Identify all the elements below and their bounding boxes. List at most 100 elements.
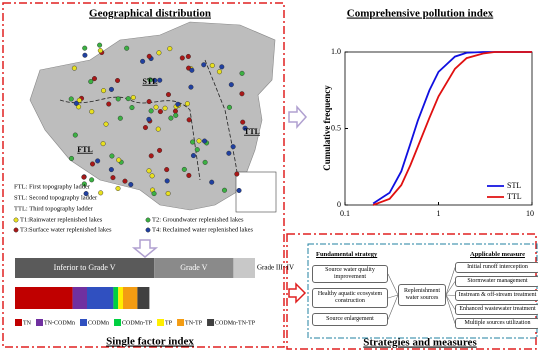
grade-bar — [233, 258, 255, 278]
measure-box: Enhanced wastewater treatment — [455, 304, 538, 315]
legend-text: STL: Second topography ladder — [14, 194, 98, 201]
lake-dot — [104, 122, 109, 127]
lake-dot — [106, 102, 111, 107]
lake-dot — [219, 65, 224, 70]
grade-label: Grade III~IV — [257, 264, 294, 272]
lake-dot — [147, 99, 152, 104]
lake-dot — [98, 191, 103, 196]
lake-dot — [149, 154, 154, 159]
lake-dot — [90, 162, 95, 167]
lake-dot — [190, 68, 195, 73]
legend-text: CODMn — [88, 320, 109, 326]
lake-dot — [231, 144, 236, 149]
y-tick-label: 0.5 — [331, 123, 341, 132]
legend-text: TN-CODMn — [44, 320, 75, 326]
lake-dot — [197, 139, 202, 144]
legend-swatch — [14, 228, 18, 232]
y-tick-label: 0 — [337, 200, 341, 209]
lake-dot — [191, 153, 196, 158]
lake-dot — [111, 175, 116, 180]
lake-dot — [109, 87, 114, 92]
legend-swatch — [36, 319, 43, 326]
lake-dot — [157, 51, 162, 56]
arrow — [289, 107, 306, 127]
strategy-box: Healthy aquatic ecosystem construction — [312, 288, 388, 308]
connector — [388, 295, 398, 298]
lake-dot — [210, 63, 215, 68]
lake-dot — [173, 109, 178, 114]
lake-dot — [149, 109, 154, 114]
lake-dot — [109, 167, 114, 172]
measure-box: Stormwater management — [455, 276, 538, 287]
lake-dot — [110, 154, 115, 159]
connector — [446, 295, 455, 296]
lake-dot — [82, 175, 87, 180]
lake-dot — [130, 105, 135, 110]
lake-dot — [89, 109, 94, 114]
legend-text: STL — [507, 181, 521, 190]
pollutant-bar — [118, 287, 123, 309]
legend-swatch — [15, 319, 22, 326]
lake-dot — [187, 173, 192, 178]
lake-dot — [182, 167, 187, 172]
lake-dot — [118, 116, 123, 121]
center-box: Replenishment water sources — [398, 284, 446, 306]
strategy-box: Source water quality improvement — [312, 265, 388, 283]
lake-dot — [116, 97, 121, 102]
lake-dot — [165, 179, 170, 184]
lake-dot — [97, 43, 102, 48]
lake-dot — [190, 140, 195, 145]
pollutant-bar — [123, 287, 137, 309]
inset-map — [236, 172, 276, 212]
legend-text: CODMn-TP — [122, 320, 153, 326]
legend-text: TN — [23, 320, 32, 326]
lake-dot — [157, 78, 162, 83]
lake-dot — [186, 54, 191, 59]
lake-dot — [143, 125, 148, 130]
lake-dot — [203, 160, 208, 165]
lake-dot — [101, 88, 106, 93]
connector — [446, 268, 455, 296]
lake-dot — [69, 97, 74, 102]
lake-dot — [126, 96, 131, 101]
measure-box: Instream & off-stream treatment — [455, 290, 538, 301]
legend-text: TP — [165, 320, 173, 326]
lake-dot — [222, 188, 227, 193]
lake-dot — [173, 113, 178, 118]
lake-dot — [116, 158, 121, 163]
lake-dot — [72, 66, 77, 71]
lake-dot — [101, 141, 106, 146]
legend-swatch — [114, 319, 121, 326]
title: Comprehensive pollution index — [347, 8, 494, 20]
lake-dot — [73, 133, 78, 138]
connector — [446, 295, 455, 324]
lake-dot — [88, 79, 93, 84]
grade-label: Grade V — [180, 263, 207, 272]
x-tick-label: 10 — [526, 209, 534, 218]
pollutant-bar — [137, 287, 149, 309]
lake-dot — [195, 147, 200, 152]
lake-dot — [164, 167, 169, 172]
x-tick-label: 1 — [437, 209, 441, 218]
legend-text: CODMn-TN-TP — [215, 320, 256, 326]
lake-dot — [124, 46, 129, 51]
ladder-label: TTL — [244, 127, 260, 136]
lake-dot — [147, 168, 152, 173]
lake-dot — [209, 180, 214, 185]
lake-dot — [69, 156, 74, 161]
strategy-box: Source enlargement — [312, 313, 388, 326]
connector — [388, 274, 398, 295]
lake-dot — [229, 82, 234, 87]
lake-dot — [227, 105, 232, 110]
title: Single factor index — [106, 336, 194, 348]
legend-text: FTL: First topography ladder — [14, 183, 91, 190]
arrow — [289, 284, 305, 302]
lake-dot — [123, 179, 128, 184]
ladder-label: STL — [142, 77, 157, 86]
lake-dot — [74, 101, 79, 106]
pollutant-bar — [15, 287, 73, 309]
lake-dot — [169, 116, 174, 121]
heading: Fundamental strategy — [316, 251, 377, 258]
lake-dot — [189, 85, 194, 90]
lake-dot — [202, 139, 207, 144]
